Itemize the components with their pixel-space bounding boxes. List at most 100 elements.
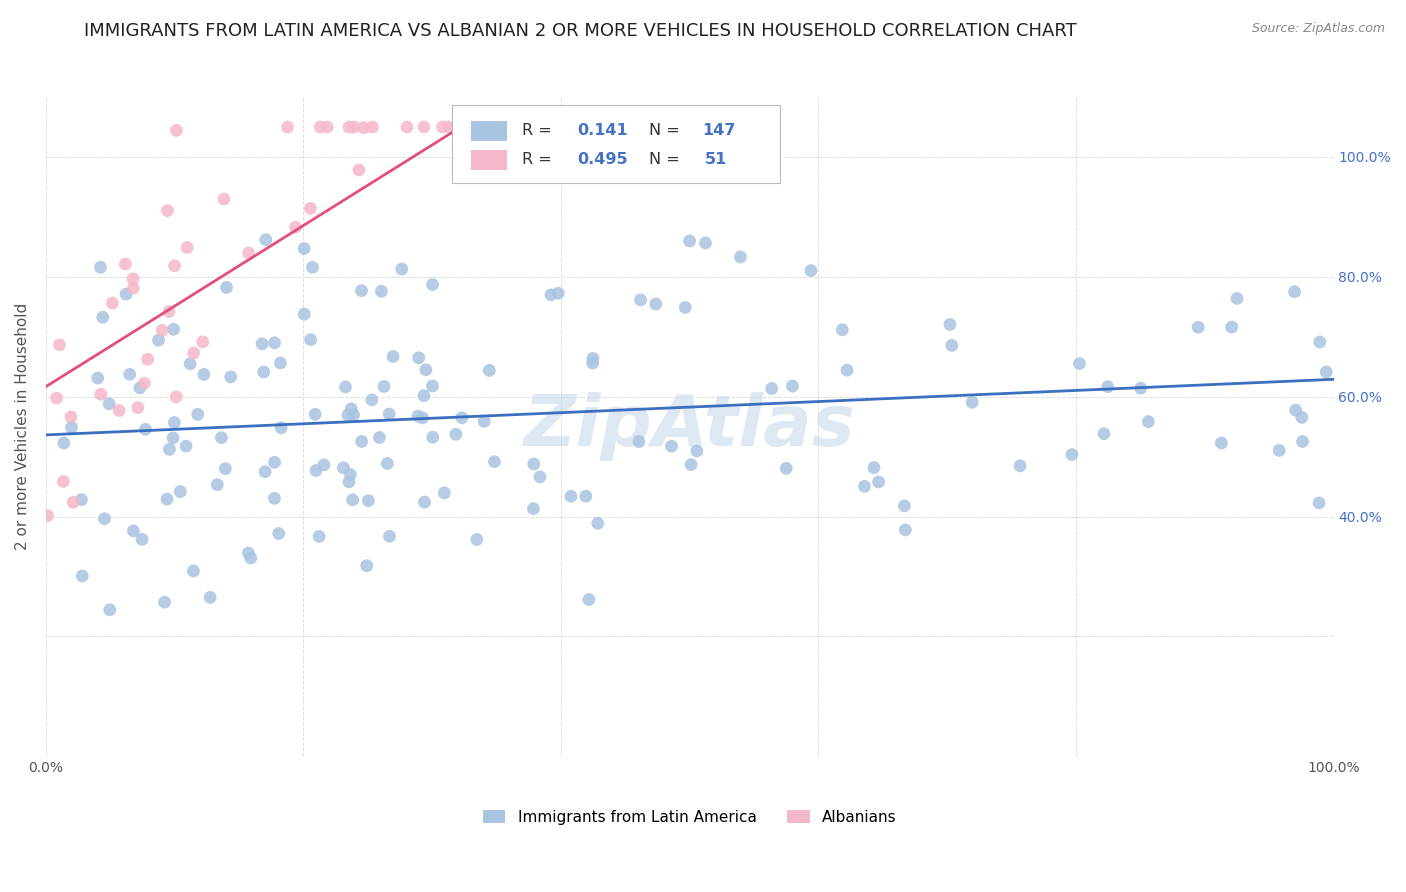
Point [174,439,197,453]
Point [299,333,322,347]
Point [370,285,392,299]
Point [62,495,84,509]
Point [415,363,437,377]
Point [183,346,205,360]
Point [215,280,238,294]
Point [219,370,242,384]
Point [214,461,236,475]
Point [1220,320,1243,334]
Point [413,495,436,509]
Point [478,363,501,377]
Point [730,250,752,264]
Point [332,460,354,475]
Text: 0.141: 0.141 [578,122,628,137]
FancyBboxPatch shape [451,105,780,183]
Point [238,246,260,260]
Point [353,120,375,135]
Point [478,120,501,134]
Point [150,323,173,337]
Point [523,457,546,471]
Point [529,470,551,484]
Point [433,486,456,500]
Point [284,220,307,235]
Point [444,427,467,442]
Point [114,257,136,271]
Point [207,477,229,491]
Point [412,411,434,425]
Point [437,120,460,134]
Point [253,365,276,379]
Point [661,439,683,453]
Point [540,288,562,302]
Point [406,409,429,423]
Point [335,380,357,394]
Point [378,407,401,421]
Point [342,492,364,507]
Point [1129,381,1152,395]
Point [187,408,209,422]
Point [37,508,59,523]
Point [90,387,112,401]
Point [1211,436,1233,450]
Point [115,287,138,301]
Point [162,322,184,336]
Point [59,409,82,424]
Point [477,120,499,134]
Point [118,368,141,382]
Point [960,395,983,409]
Point [465,533,488,547]
Point [239,551,262,566]
Point [472,120,495,134]
Point [678,234,700,248]
Point [863,460,886,475]
Point [537,120,560,134]
Point [1285,403,1308,417]
Point [368,430,391,444]
Point [162,431,184,445]
Point [451,410,474,425]
Text: IMMIGRANTS FROM LATIN AMERICA VS ALBANIAN 2 OR MORE VEHICLES IN HOUSEHOLD CORREL: IMMIGRANTS FROM LATIN AMERICA VS ALBANIA… [84,22,1077,40]
Point [1010,458,1032,473]
Point [422,277,444,292]
Point [586,516,609,531]
Point [413,120,436,134]
Point [614,120,637,134]
Point [775,461,797,475]
Text: N =: N = [648,153,679,167]
Point [191,334,214,349]
Point [560,489,582,503]
Point [678,136,700,150]
Text: 147: 147 [703,122,735,137]
Text: R =: R = [523,122,553,137]
Point [377,457,399,471]
Point [153,595,176,609]
Point [939,318,962,332]
Point [193,368,215,382]
Point [127,401,149,415]
Point [360,392,382,407]
Point [254,465,277,479]
Point [91,310,114,325]
Point [128,381,150,395]
Point [309,120,332,134]
Point [373,379,395,393]
Legend: Immigrants from Latin America, Albanians: Immigrants from Latin America, Albanians [477,804,903,830]
Point [350,434,373,449]
Point [1315,365,1337,379]
Point [87,371,110,385]
Point [48,338,70,352]
Point [98,603,121,617]
Point [209,431,232,445]
Point [339,467,361,482]
Point [463,120,485,134]
Point [254,233,277,247]
Point [547,286,569,301]
Point [308,529,330,543]
Point [312,458,335,472]
Point [131,533,153,547]
Point [72,569,94,583]
Text: N =: N = [648,122,679,137]
Point [299,202,322,216]
Point [276,120,298,134]
Point [267,526,290,541]
